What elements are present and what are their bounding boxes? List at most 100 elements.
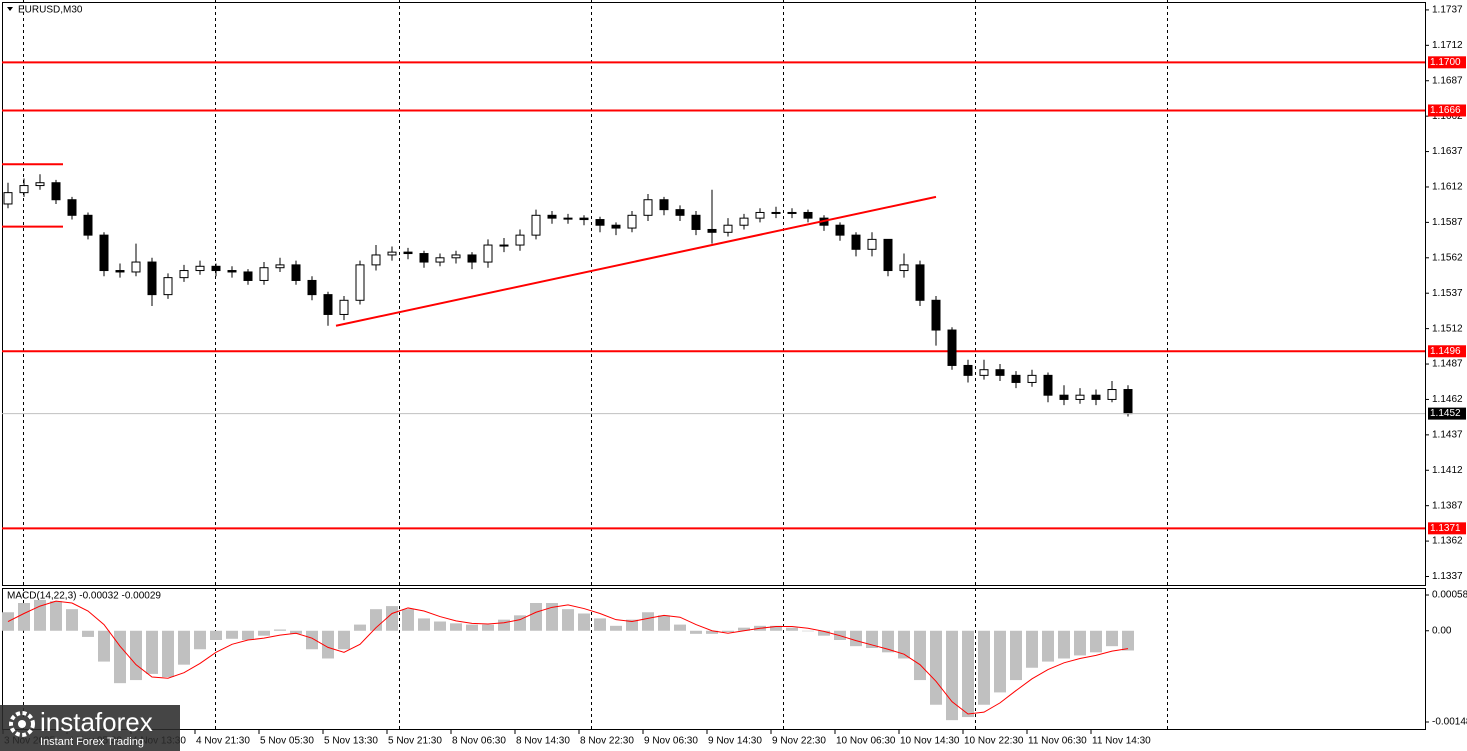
macd-bar [162,630,174,677]
macd-bar [1074,630,1086,656]
watermark-brand: instaforex [40,707,153,737]
macd-bar [498,619,510,631]
candle-body [323,294,333,315]
candle-body [835,224,845,236]
macd-bar [1090,630,1102,653]
macd-bar [306,630,318,650]
candle-body [67,199,77,216]
macd-bar [786,627,798,631]
level-label: 1.1666 [1430,105,1461,116]
macd-bar [562,609,574,631]
macd-bar [578,613,590,631]
candle-body [355,264,365,301]
candle-body [467,254,477,263]
y-tick-label: 1.1487 [1432,359,1463,370]
y-tick-label: 1.1437 [1432,429,1463,440]
candle-body [595,219,605,226]
candle-body [963,364,973,376]
macd-bar [962,630,974,718]
y-tick-label: 1.1412 [1432,465,1463,476]
level-label-box [1428,522,1466,535]
y-tick-label: 1.1737 [1432,5,1463,16]
candle-body [3,192,13,205]
x-tick-label: 5 Nov 05:30 [260,736,314,747]
macd-bar [402,609,414,631]
candle-body [35,182,45,187]
macd-bar [946,630,958,721]
y-tick-label: 1.1512 [1432,323,1463,334]
candle-body [291,264,301,281]
candle-body [643,199,653,216]
x-tick-label: 5 Nov 21:30 [388,736,442,747]
candle-body [531,214,541,236]
macd-bar [482,624,494,631]
macd-bar [18,603,30,631]
candle-body [979,369,989,376]
x-tick-label: 10 Nov 14:30 [900,736,960,747]
level-label: 1.1371 [1430,523,1461,534]
candle-body [1107,389,1117,400]
candle-body [659,199,669,211]
macd-bar [802,630,814,632]
macd-bar [818,630,830,636]
candle-body [899,264,909,272]
candle-body [435,257,445,263]
macd-y-tick-label: 0.00058 [1432,590,1467,601]
macd-bar [594,618,606,631]
macd-bar [386,606,398,631]
vertical-grid [23,0,1168,730]
level-label: 1.1700 [1430,57,1461,68]
macd-bar [338,630,350,650]
y-tick-label: 1.1612 [1432,182,1463,193]
candle-body [339,299,349,315]
indicator-panel-frame [2,588,1426,730]
candle-body [51,182,61,201]
candle-body [211,265,221,272]
macd-bar [978,630,990,705]
candle-body [931,299,941,331]
candle-body [675,209,685,216]
candle-body [499,244,509,247]
macd-bar [770,625,782,631]
macd-bar [242,630,254,641]
price-panel-frame [2,2,1426,586]
candle-body [227,270,237,273]
macd-bar [418,618,430,631]
watermark: instaforex Instant Forex Trading [0,705,180,751]
watermark-background [0,705,180,751]
candle-body [547,214,557,219]
x-tick-label: 8 Nov 06:30 [452,736,506,747]
macd-bar [322,630,334,659]
current-price-label: 1.1452 [1430,408,1461,419]
symbol-menu-arrow [7,7,13,11]
macd-bar [258,630,270,636]
candle-body [99,234,109,272]
y-tick-label: 1.1462 [1432,394,1463,405]
candle-body [163,277,173,296]
x-tick-label: 10 Nov 06:30 [836,736,896,747]
macd-bar [1058,630,1070,659]
macd-bar [1042,630,1054,662]
y-tick-label: 1.1562 [1432,252,1463,263]
macd-bar [626,619,638,631]
watermark-tagline: Instant Forex Trading [40,736,144,748]
x-tick-label: 9 Nov 06:30 [644,736,698,747]
y-tick-label: 1.1712 [1432,40,1463,51]
macd-bar [514,615,526,631]
candle-body [723,224,733,233]
macd-bar [610,625,622,631]
macd-bar [146,630,158,674]
macd-bar [530,603,542,631]
candle-body [1091,394,1101,400]
macd-bar [914,630,926,681]
macd-bar [50,601,62,631]
x-tick-label: 5 Nov 13:30 [324,736,378,747]
macd-bar [2,612,14,631]
y-tick-label: 1.1387 [1432,500,1463,511]
macd-bar [1010,630,1022,681]
y-tick-label: 1.1637 [1432,146,1463,157]
candle-body [995,369,1005,376]
candle-body [691,214,701,230]
